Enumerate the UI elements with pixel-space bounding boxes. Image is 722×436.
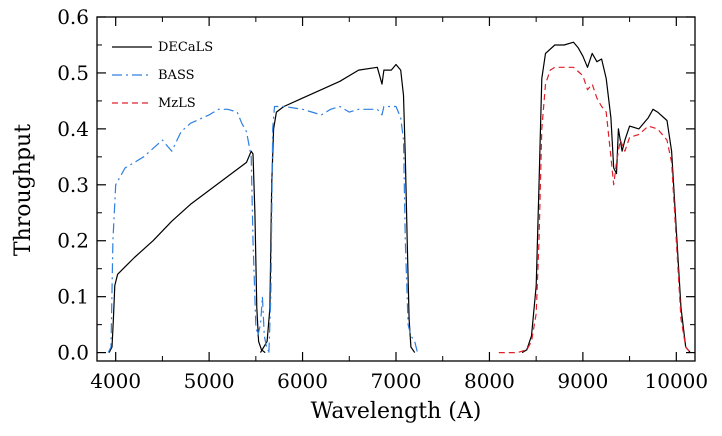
series-decals-line-1 [108, 150, 266, 354]
y-axis-title: Throughput [11, 124, 36, 256]
series-bass-line-1 [107, 108, 272, 354]
series-decals-line-2 [259, 63, 416, 353]
y-tick-label: 0.5 [57, 61, 89, 85]
y-tick-label: 0.6 [57, 5, 89, 29]
y-tick-label: 0.0 [57, 341, 89, 365]
y-tick-label: 0.1 [57, 285, 89, 309]
x-tick-label: 6000 [277, 369, 328, 393]
x-tick-label: 5000 [184, 369, 235, 393]
legend-label-decals: DECaLS [158, 40, 213, 55]
legend-label-bass: BASS [158, 68, 195, 83]
y-tick-label: 0.4 [57, 117, 89, 141]
x-tick-label: 7000 [371, 369, 422, 393]
y-tick-label: 0.3 [57, 173, 89, 197]
legend-label-mzls: MzLS [158, 96, 196, 111]
y-tick-label: 0.2 [57, 229, 89, 253]
x-tick-label: 8000 [464, 369, 515, 393]
x-axis-title: Wavelength (A) [311, 399, 482, 424]
series-mzls-line-1 [498, 66, 691, 354]
x-tick-label: 10000 [645, 369, 709, 393]
x-tick-label: 9000 [557, 369, 608, 393]
series-decals-line-3 [521, 41, 691, 354]
x-tick-label: 4000 [90, 369, 141, 393]
series-bass-line-2 [268, 105, 419, 353]
legend: DECaLS BASS MzLS [112, 40, 213, 111]
